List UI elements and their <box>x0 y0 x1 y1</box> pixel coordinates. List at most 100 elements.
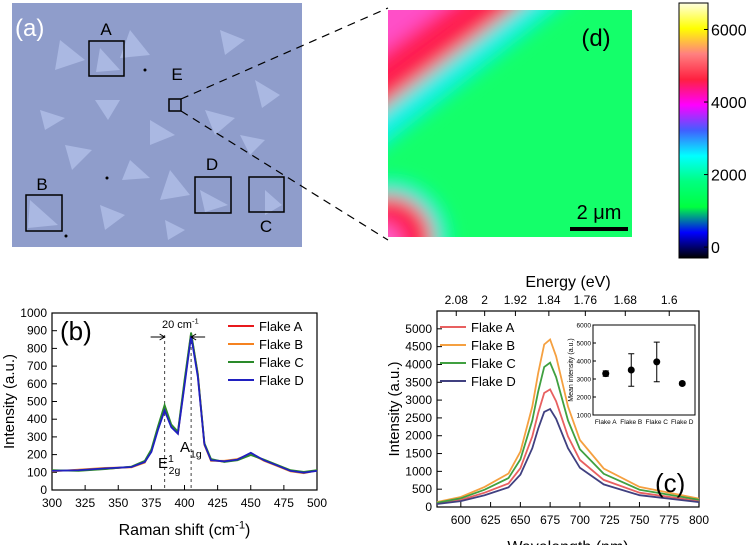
y-tick-label: 3000 <box>577 377 592 384</box>
y-tick-label: 0 <box>425 500 432 514</box>
legend-label: Flake D <box>259 373 304 388</box>
colorbar-tick-label: 6000 <box>711 22 747 39</box>
panel-label: (d) <box>581 25 610 52</box>
optical-image: (a) A B C D E <box>12 3 302 247</box>
series-line <box>436 361 700 504</box>
y-tick-label: 1500 <box>405 447 432 461</box>
scale-bar-label: 2 μm <box>577 202 622 224</box>
y-tick-label: 0 <box>40 483 47 497</box>
y-tick-label: 500 <box>27 395 47 409</box>
data-point <box>653 358 661 366</box>
x-tick-label: 400 <box>174 496 194 510</box>
y-tick-label: 6000 <box>577 323 592 330</box>
y-tick-label: 700 <box>27 359 47 373</box>
label-superscript: 1 <box>168 453 174 465</box>
x-tick-label: Flake C <box>646 419 669 426</box>
x2-tick-label: 1.68 <box>614 293 638 307</box>
legend-label: Flake D <box>471 374 516 389</box>
colorbar-tick-label: 2000 <box>711 168 747 185</box>
x-tick-label: 700 <box>570 513 590 527</box>
x2-tick-label: 1.84 <box>537 293 561 307</box>
pl-map: (d) 2 μm <box>388 10 632 237</box>
data-point <box>602 370 610 378</box>
legend-label: Flake C <box>471 356 516 371</box>
x-tick-label: 775 <box>659 513 679 527</box>
x-tick-label: 600 <box>451 513 471 527</box>
legend-label: Flake B <box>471 338 515 353</box>
x2-tick-label: 2 <box>481 293 488 307</box>
y-tick-label: 100 <box>27 465 47 479</box>
y-tick-label: 1000 <box>577 413 592 420</box>
flake-label: C <box>260 217 272 236</box>
panel-label: (c) <box>655 468 685 498</box>
label-subscript: 2g <box>169 465 181 477</box>
series-line <box>51 335 318 474</box>
panel-label: (a) <box>15 15 44 42</box>
label: 20 cm-1 <box>162 317 199 331</box>
x-tick-label: 450 <box>241 496 261 510</box>
y-tick-label: 1000 <box>405 464 432 478</box>
x-tick-label: 800 <box>689 513 709 527</box>
flake-label: D <box>206 155 218 174</box>
x2-tick-label: 1.92 <box>504 293 528 307</box>
flake-label: A <box>100 20 112 39</box>
legend-label: Flake A <box>259 319 303 334</box>
x-tick-label: 425 <box>208 496 228 510</box>
y-tick-label: 800 <box>27 341 47 355</box>
panel-label: (b) <box>60 316 92 346</box>
y-tick-label: 2000 <box>405 429 432 443</box>
label-text: E <box>158 455 168 472</box>
legend-label: Flake A <box>471 320 515 335</box>
label-superscript: -1 <box>235 520 245 532</box>
label: Energy (eV) <box>525 274 610 291</box>
data-point <box>678 380 686 387</box>
y-tick-label: 500 <box>412 482 432 496</box>
x-tick-label: 500 <box>307 496 327 510</box>
label-text: A <box>180 439 190 456</box>
x-tick-label: 750 <box>629 513 649 527</box>
y-tick-label: 400 <box>27 412 47 426</box>
y-tick-label: 300 <box>27 430 47 444</box>
series-line <box>436 388 700 505</box>
y-tick-label: 3500 <box>405 375 432 389</box>
x-tick-label: 300 <box>42 496 62 510</box>
legend-label: Flake C <box>259 355 304 370</box>
x-tick-label: Flake D <box>671 419 694 426</box>
plot-frame <box>436 310 700 508</box>
y-axis-label: Mean intensity (a.u.) <box>568 338 575 401</box>
flake-label: B <box>36 175 47 194</box>
y-tick-label: 600 <box>27 377 47 391</box>
x-tick-label: 375 <box>141 496 161 510</box>
label: Intensity (a.u.) <box>1 354 18 449</box>
y-tick-label: 4000 <box>577 359 592 366</box>
y-tick-label: 5000 <box>405 322 432 336</box>
legend-label: Flake B <box>259 337 303 352</box>
x-tick-label: Flake B <box>620 419 642 426</box>
label: A1g <box>180 439 202 460</box>
y-tick-label: 900 <box>27 324 47 338</box>
colorbar <box>678 2 709 259</box>
label-text: 20 cm <box>162 319 192 331</box>
arrow <box>190 333 206 341</box>
x-tick-label: 725 <box>600 513 620 527</box>
x2-tick-label: 1.76 <box>574 293 598 307</box>
series-line <box>436 337 700 503</box>
label: E1 2g <box>158 453 180 477</box>
label-text: ) <box>245 522 250 539</box>
label-text: Raman shift (cm <box>119 522 235 539</box>
x2-tick-label: 2.08 <box>445 293 469 307</box>
label-subscript: 1g <box>190 448 202 460</box>
label: Intensity (a.u.) <box>386 361 403 456</box>
x-tick-label: Flake A <box>595 419 617 426</box>
y-tick-label: 200 <box>27 448 47 462</box>
x-tick-label: 475 <box>274 496 294 510</box>
y-tick-label: 4000 <box>405 357 432 371</box>
x-tick-label: 350 <box>108 496 128 510</box>
colorbar-tick-label: 0 <box>711 240 720 257</box>
data-point <box>627 366 635 374</box>
x-tick-label: 675 <box>540 513 560 527</box>
x-tick-label: 650 <box>510 513 530 527</box>
x-tick-label: 325 <box>75 496 95 510</box>
label-superscript: -1 <box>192 317 199 326</box>
y-tick-label: 5000 <box>577 341 592 348</box>
